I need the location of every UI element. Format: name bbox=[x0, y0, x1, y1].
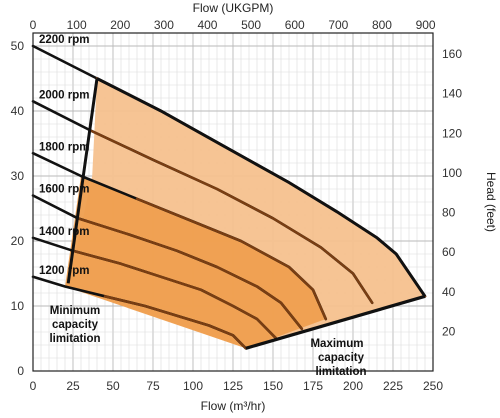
x-tick-label: 175 bbox=[303, 379, 323, 393]
x-axis-title: Flow (m³/hr) bbox=[201, 399, 266, 413]
x-tick-label: 250 bbox=[423, 379, 443, 393]
x-tick-label: 100 bbox=[183, 379, 203, 393]
top-tick-label: 400 bbox=[197, 18, 217, 32]
top-tick-label: 700 bbox=[328, 18, 348, 32]
rpm-label: 1200 rpm bbox=[39, 265, 90, 277]
series-inner-1800-rpm bbox=[135, 197, 327, 321]
right-tick-label: 140 bbox=[442, 87, 462, 101]
x-tick-label: 0 bbox=[30, 379, 37, 393]
y-tick-label: 10 bbox=[11, 299, 25, 313]
top-tick-label: 800 bbox=[372, 18, 392, 32]
y-tick-label: 40 bbox=[11, 104, 25, 118]
right-tick-label: 80 bbox=[442, 206, 456, 220]
series-inner-1200-rpm bbox=[103, 295, 248, 350]
plot-frame bbox=[32, 32, 434, 372]
rpm-label: 2200 rpm bbox=[39, 34, 90, 46]
x-tick-label: 75 bbox=[146, 379, 160, 393]
max-capacity-line2: capacity bbox=[318, 352, 365, 364]
capacity-limit-lines bbox=[66, 77, 427, 350]
minimum-capacity-annotation: Minimum capacity limitation bbox=[49, 305, 100, 345]
top-tick-label: 300 bbox=[154, 18, 174, 32]
x-tick-label: 25 bbox=[66, 379, 80, 393]
top-tick-label: 600 bbox=[285, 18, 305, 32]
right-tick-label: 100 bbox=[442, 166, 462, 180]
x-tick-label: 125 bbox=[223, 379, 243, 393]
top-tick-label: 200 bbox=[110, 18, 130, 32]
rpm-label: 1400 rpm bbox=[39, 226, 90, 238]
max-capacity-line3: limitation bbox=[315, 366, 366, 378]
min-capacity-line3: limitation bbox=[49, 333, 100, 345]
top-tick-label: 900 bbox=[416, 18, 436, 32]
rpm-label: 1600 rpm bbox=[39, 184, 90, 196]
x-tick-label: 200 bbox=[343, 379, 363, 393]
top-tick-label: 100 bbox=[67, 18, 87, 32]
minimum-capacity-line bbox=[66, 78, 99, 284]
operating-regions bbox=[65, 78, 425, 349]
rpm-labels: 2200 rpm 2000 rpm 1800 rpm 1600 rpm 1400 rpm… bbox=[39, 34, 90, 277]
right-axis-title: Head (feet) bbox=[484, 172, 498, 232]
rpm-label: 1800 rpm bbox=[39, 141, 90, 153]
x-tick-label: 225 bbox=[383, 379, 403, 393]
series-inner-1400-rpm bbox=[71, 249, 278, 340]
maximum-capacity-annotation: Maximum capacity limitation bbox=[310, 338, 366, 378]
region-2 bbox=[65, 176, 326, 349]
top-axis-title: Flow (UKGPM) bbox=[193, 1, 274, 15]
series-inner-1600-rpm bbox=[76, 217, 303, 330]
right-tick-label: 40 bbox=[442, 285, 456, 299]
x-tick-label: 150 bbox=[263, 379, 283, 393]
min-capacity-line2: capacity bbox=[52, 319, 99, 331]
max-capacity-line1: Maximum bbox=[310, 338, 363, 350]
series-inner-2000-rpm bbox=[89, 129, 374, 304]
rpm-label: 2000 rpm bbox=[39, 89, 90, 101]
y-tick-label: 50 bbox=[11, 39, 25, 53]
y-tick-label: 0 bbox=[17, 364, 24, 378]
right-tick-label: 20 bbox=[442, 324, 456, 338]
y-tick-label: 30 bbox=[11, 169, 25, 183]
right-tick-label: 160 bbox=[442, 47, 462, 61]
maximum-capacity-line bbox=[245, 294, 426, 350]
top-tick-label: 0 bbox=[30, 18, 37, 32]
y-tick-label: 20 bbox=[11, 234, 25, 248]
min-capacity-line1: Minimum bbox=[50, 305, 100, 317]
right-tick-label: 60 bbox=[442, 245, 456, 259]
top-tick-label: 500 bbox=[241, 18, 261, 32]
right-tick-label: 120 bbox=[442, 126, 462, 140]
x-tick-label: 50 bbox=[106, 379, 120, 393]
top-envelope-line bbox=[96, 77, 427, 298]
